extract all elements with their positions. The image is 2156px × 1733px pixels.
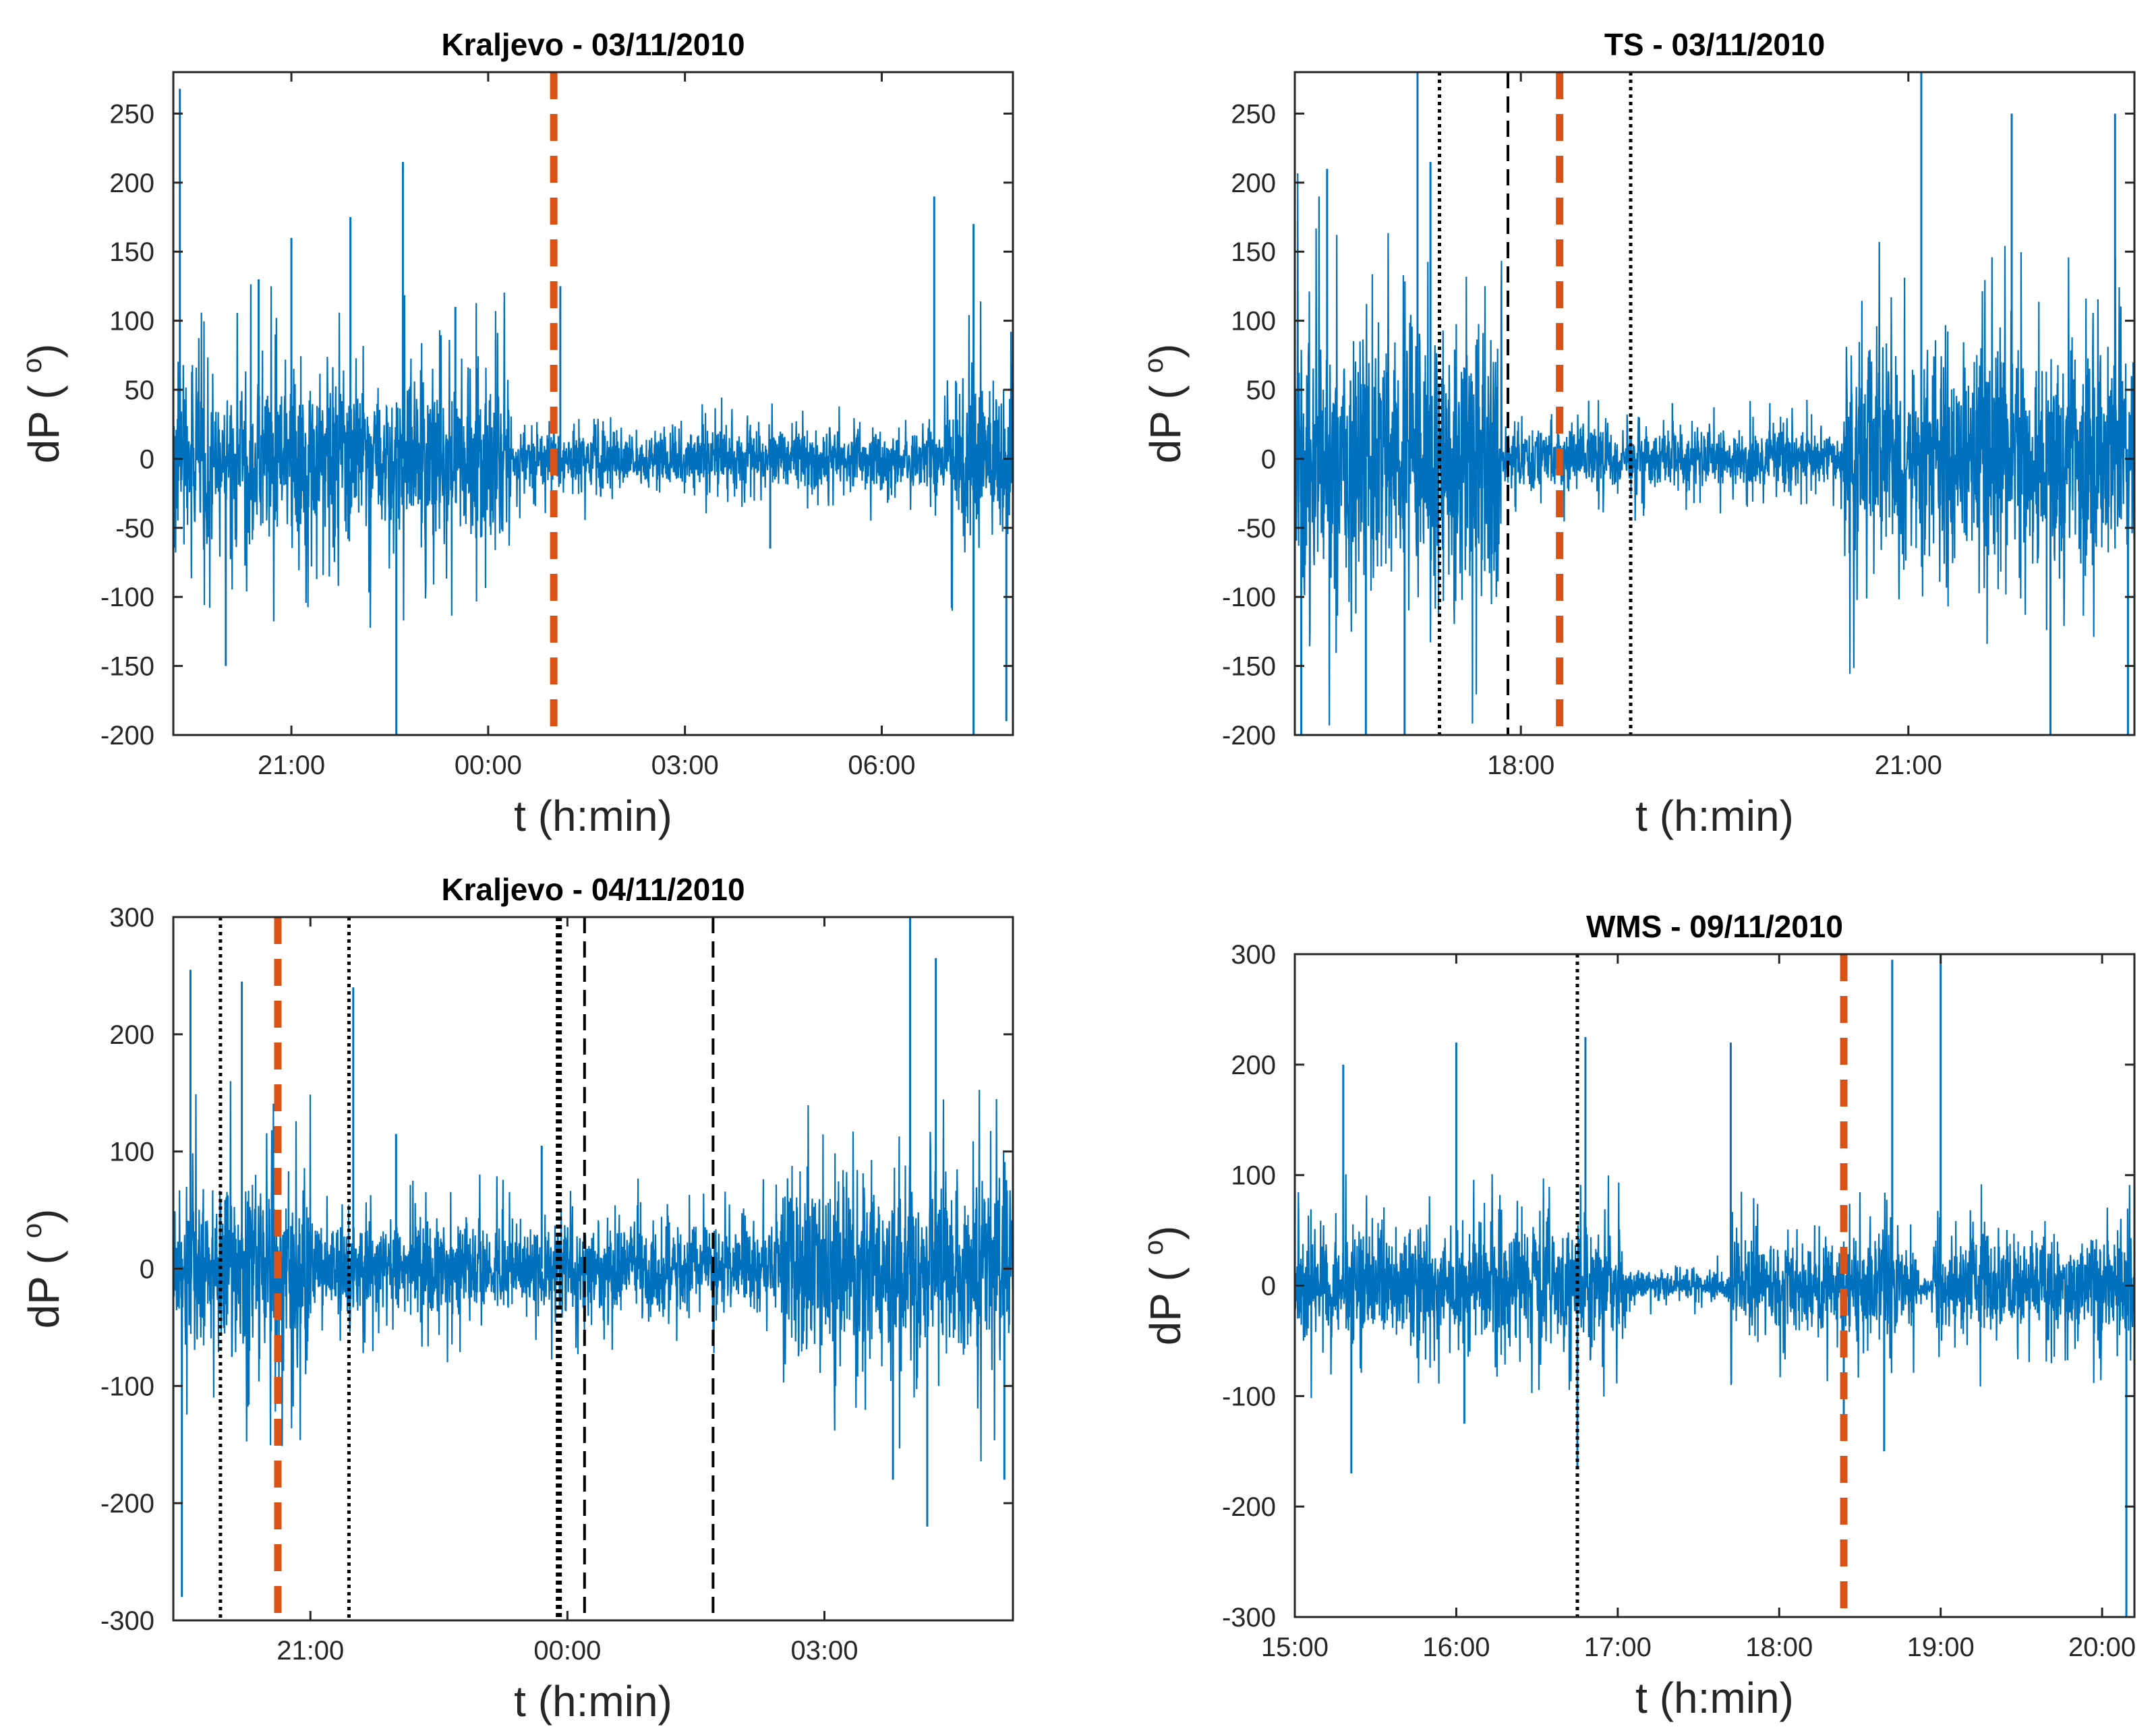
- y-tick-label: 50: [1246, 376, 1277, 405]
- x-tick-label: 17:00: [1584, 1633, 1652, 1662]
- y-tick-label: 100: [1231, 307, 1276, 336]
- x-tick-label: 15:00: [1261, 1633, 1329, 1662]
- chart-title: TS - 03/11/2010: [1604, 27, 1825, 62]
- y-tick-label: -300: [1222, 1603, 1276, 1633]
- y-tick-label: -100: [100, 583, 154, 612]
- y-axis-label: dP ( o): [18, 1209, 68, 1329]
- y-tick-label: -50: [1237, 514, 1276, 544]
- subplot-ts-03-11-2010: TS - 03/11/2010 -200 -150 -100 -50 0 50 100 150…: [1139, 27, 2136, 840]
- y-tick-label: 300: [109, 903, 154, 933]
- x-tick-label: 03:00: [651, 751, 719, 780]
- subplot-kraljevo-03-11-2010: Kraljevo - 03/11/2010 -200 -150 -100 -50 0 50…: [18, 27, 1014, 840]
- y-tick-label: 200: [109, 1020, 154, 1050]
- signal-trace: [172, 284, 1014, 628]
- y-tick-label: 250: [1231, 99, 1276, 129]
- x-tick-label: 18:00: [1487, 751, 1554, 780]
- y-tick-label: 100: [109, 307, 154, 336]
- x-axis-label: t (h:min): [514, 792, 672, 840]
- y-tick-label: -200: [100, 1489, 154, 1519]
- y-tick-label: 0: [1261, 444, 1276, 474]
- y-axis-label: dP ( o): [1139, 344, 1190, 464]
- y-tick-label: -100: [1222, 583, 1276, 612]
- x-tick-label: 19:00: [1907, 1633, 1975, 1662]
- x-tick-label: 06:00: [848, 751, 915, 780]
- y-tick-label: 100: [1231, 1161, 1276, 1191]
- x-tick-label: 00:00: [455, 751, 522, 780]
- chart-title: WMS - 09/11/2010: [1586, 909, 1843, 944]
- x-axis-label: t (h:min): [1635, 1674, 1794, 1722]
- x-tick-label: 16:00: [1422, 1633, 1490, 1662]
- y-tick-label: -300: [100, 1606, 154, 1636]
- x-tick-label: 18:00: [1745, 1633, 1813, 1662]
- subplot-wms-09-11-2010: WMS - 09/11/2010 -300 -200 -100 0 100 200 300 1…: [1139, 909, 2136, 1722]
- x-tick-label: 03:00: [790, 1636, 858, 1666]
- y-tick-label: 200: [109, 169, 154, 198]
- y-tick-label: 200: [1231, 169, 1276, 198]
- chart-title: Kraljevo - 04/11/2010: [441, 872, 745, 907]
- x-tick-label: 21:00: [276, 1636, 344, 1666]
- y-tick-label: -200: [1222, 721, 1276, 751]
- y-tick-label: 150: [1231, 237, 1276, 267]
- signal-trace: [172, 1081, 1014, 1462]
- y-tick-label: 150: [109, 237, 154, 267]
- y-tick-label: 200: [1231, 1051, 1276, 1080]
- y-tick-label: -50: [115, 514, 154, 544]
- subplot-kraljevo-04-11-2010: Kraljevo - 04/11/2010 -300 -200 -100 0 100 20…: [18, 872, 1014, 1726]
- signal-trace: [1293, 1174, 2136, 1399]
- y-tick-label: -150: [1222, 652, 1276, 682]
- signal-trace: [1293, 173, 2136, 726]
- x-axis-label: t (h:min): [1635, 792, 1794, 840]
- x-tick-label: 00:00: [533, 1636, 601, 1666]
- y-tick-label: 300: [1231, 940, 1276, 970]
- y-tick-label: -100: [1222, 1382, 1276, 1411]
- y-tick-label: -200: [100, 721, 154, 751]
- y-tick-label: 0: [140, 444, 154, 474]
- plot-frame: [1293, 71, 2136, 736]
- x-tick-label: 21:00: [258, 751, 325, 780]
- chart-title: Kraljevo - 03/11/2010: [441, 27, 745, 62]
- y-axis-label: dP ( o): [1139, 1226, 1190, 1346]
- y-tick-label: 0: [1261, 1272, 1276, 1301]
- y-tick-label: 0: [140, 1255, 154, 1285]
- y-tick-label: -100: [100, 1372, 154, 1401]
- x-axis-label: t (h:min): [514, 1677, 672, 1726]
- y-tick-label: 250: [109, 99, 154, 129]
- plot-frame: [172, 71, 1014, 736]
- y-axis-label: dP ( o): [18, 344, 68, 464]
- y-tick-label: 100: [109, 1138, 154, 1167]
- y-tick-label: 50: [125, 376, 155, 405]
- x-tick-label: 20:00: [2068, 1633, 2136, 1662]
- y-tick-label: -150: [100, 652, 154, 682]
- y-tick-label: -200: [1222, 1492, 1276, 1522]
- x-tick-label: 21:00: [1875, 751, 1942, 780]
